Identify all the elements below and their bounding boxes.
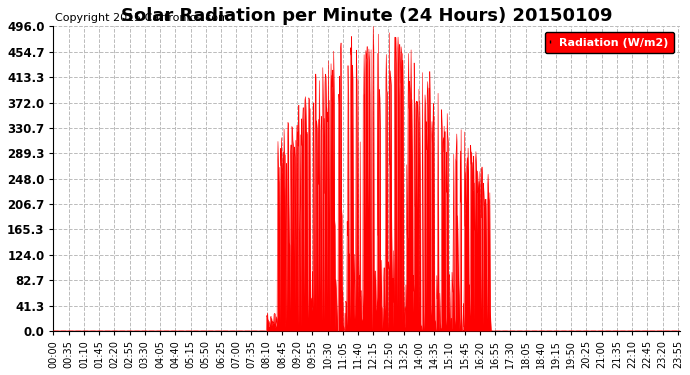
Title: Solar Radiation per Minute (24 Hours) 20150109: Solar Radiation per Minute (24 Hours) 20… xyxy=(121,7,612,25)
Legend: Radiation (W/m2): Radiation (W/m2) xyxy=(544,32,674,53)
Text: Copyright 2015 Cartronics.com: Copyright 2015 Cartronics.com xyxy=(55,13,228,24)
